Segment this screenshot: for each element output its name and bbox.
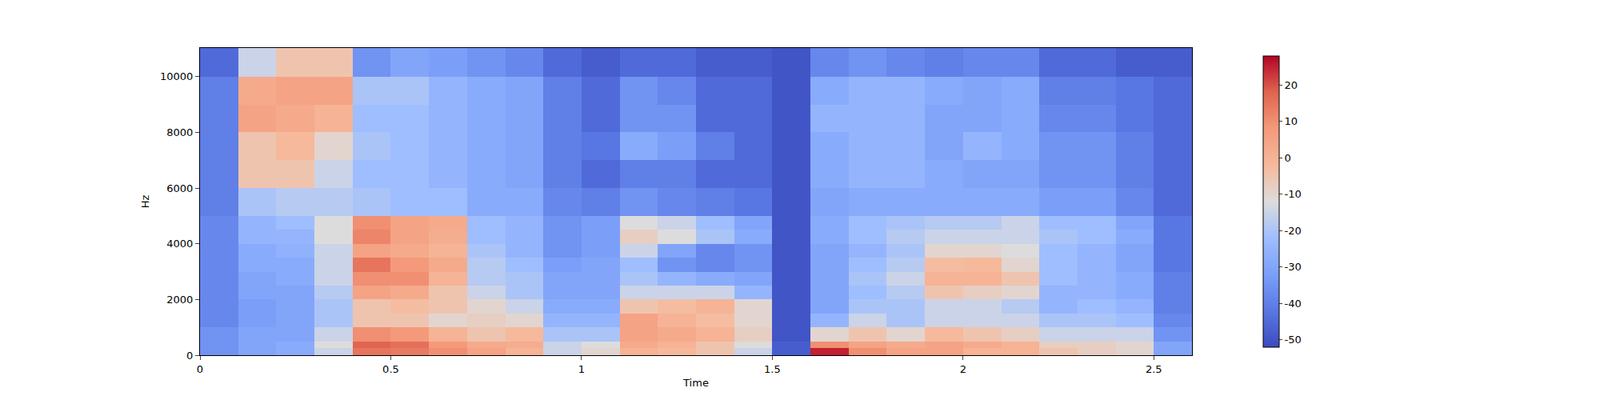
svg-text:Hz: Hz [139,195,152,209]
svg-text:1.5: 1.5 [764,363,781,376]
svg-text:-10: -10 [1284,188,1302,200]
svg-text:4000: 4000 [166,237,193,250]
svg-text:0: 0 [1284,152,1292,164]
svg-text:2: 2 [960,363,967,376]
svg-text:6000: 6000 [166,182,193,195]
svg-text:8000: 8000 [166,126,193,139]
svg-text:0.5: 0.5 [382,363,400,376]
svg-text:-40: -40 [1284,297,1302,310]
svg-text:2000: 2000 [166,293,193,306]
svg-text:20: 20 [1284,79,1299,92]
svg-text:10000: 10000 [160,70,193,83]
svg-text:0: 0 [196,363,204,376]
svg-text:-50: -50 [1284,333,1302,346]
svg-text:Time: Time [682,376,709,389]
svg-text:1: 1 [578,363,585,376]
svg-text:0: 0 [186,349,193,362]
svg-text:2.5: 2.5 [1145,363,1163,376]
svg-text:10: 10 [1284,115,1299,128]
svg-text:-30: -30 [1284,260,1302,273]
svg-text:-20: -20 [1284,224,1302,237]
